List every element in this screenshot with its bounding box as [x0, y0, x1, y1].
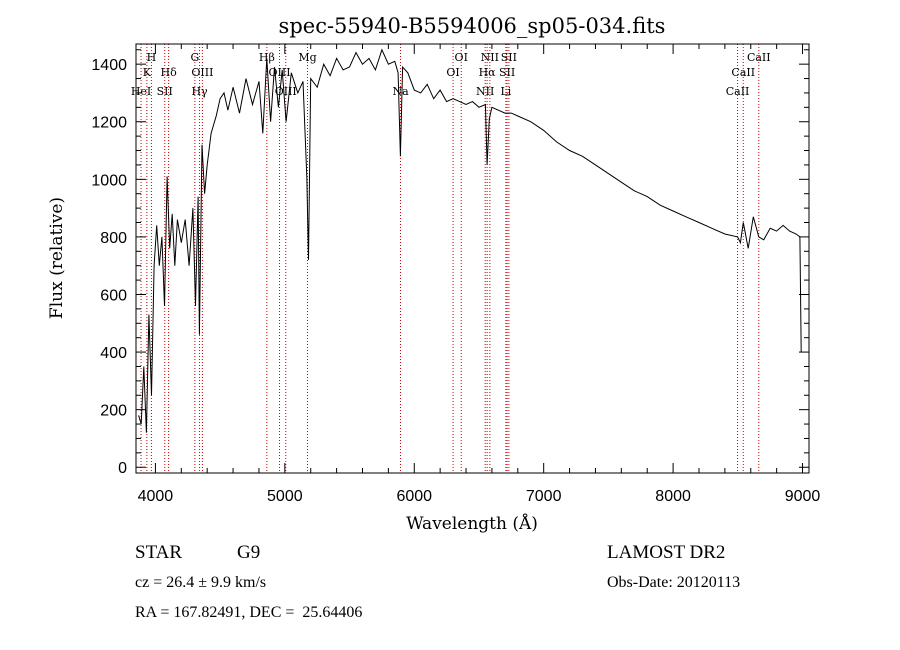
line-label: HeI [131, 85, 151, 98]
y-tick-label: 800 [100, 230, 127, 247]
x-tick-label: 8000 [655, 488, 691, 505]
survey-name: LAMOST DR2 [607, 542, 726, 563]
x-tick-label: 6000 [396, 488, 432, 505]
y-tick-label: 600 [100, 287, 127, 304]
line-label: OIII [191, 66, 213, 79]
line-markers [140, 44, 760, 473]
line-label: OI [446, 66, 459, 79]
line-label: Hδ [161, 66, 178, 79]
line-label: SII [501, 51, 517, 64]
coordinates: RA = 167.82491, DEC = 25.64406 [135, 604, 363, 621]
line-label: NII [476, 85, 494, 98]
line-label: OI [455, 51, 468, 64]
line-label: G [190, 51, 199, 64]
object-subclass: G9 [237, 542, 261, 563]
y-tick-label: 200 [100, 403, 127, 420]
line-label: Mg [298, 51, 316, 64]
x-tick-label: 7000 [526, 488, 562, 505]
line-label: CaII [731, 66, 755, 79]
line-label: SII [157, 85, 173, 98]
x-axis-label: Wavelength (Å) [406, 513, 538, 534]
line-label: Na [392, 85, 409, 98]
y-tick-label: 1400 [91, 57, 127, 74]
x-tick-label: 5000 [267, 488, 303, 505]
x-tick-label: 4000 [138, 488, 174, 505]
redshift-velocity: cz = 26.4 ± 9.9 km/s [135, 574, 267, 591]
line-labels: HeI KH SII Hδ Hγ OIII G Hβ OIII OIII Mg Na OI OI NII Hα… [131, 51, 771, 98]
y-tick-label: 400 [100, 345, 127, 362]
line-label: K [143, 66, 152, 79]
observation-date: Obs-Date: 20120113 [607, 574, 741, 591]
y-tick-label: 0 [118, 460, 127, 477]
line-label: H [147, 51, 157, 64]
spectrum-line [138, 48, 802, 433]
line-label: OIII [268, 66, 290, 79]
line-label: Hβ [259, 51, 275, 64]
x-axis: 4000 5000 6000 7000 8000 9000 [138, 44, 821, 505]
y-tick-label: 1200 [91, 115, 127, 132]
line-label: SII [499, 66, 515, 79]
y-axis: 0 200 400 600 800 1000 1200 1400 [91, 49, 809, 477]
line-label: NII [481, 51, 499, 64]
y-tick-label: 1000 [91, 172, 127, 189]
line-label: Li [500, 85, 511, 98]
line-label: Hα [479, 66, 497, 79]
line-label: CaII [747, 51, 771, 64]
y-axis-label: Flux (relative) [47, 197, 67, 319]
line-label: CaII [726, 85, 750, 98]
line-label: OIII [275, 85, 297, 98]
chart-title: spec-55940-B5594006_sp05-034.fits [279, 14, 666, 38]
plot-frame [135, 43, 810, 474]
object-class: STAR [135, 542, 183, 563]
x-tick-label: 9000 [785, 488, 821, 505]
line-label: Hγ [191, 85, 208, 98]
